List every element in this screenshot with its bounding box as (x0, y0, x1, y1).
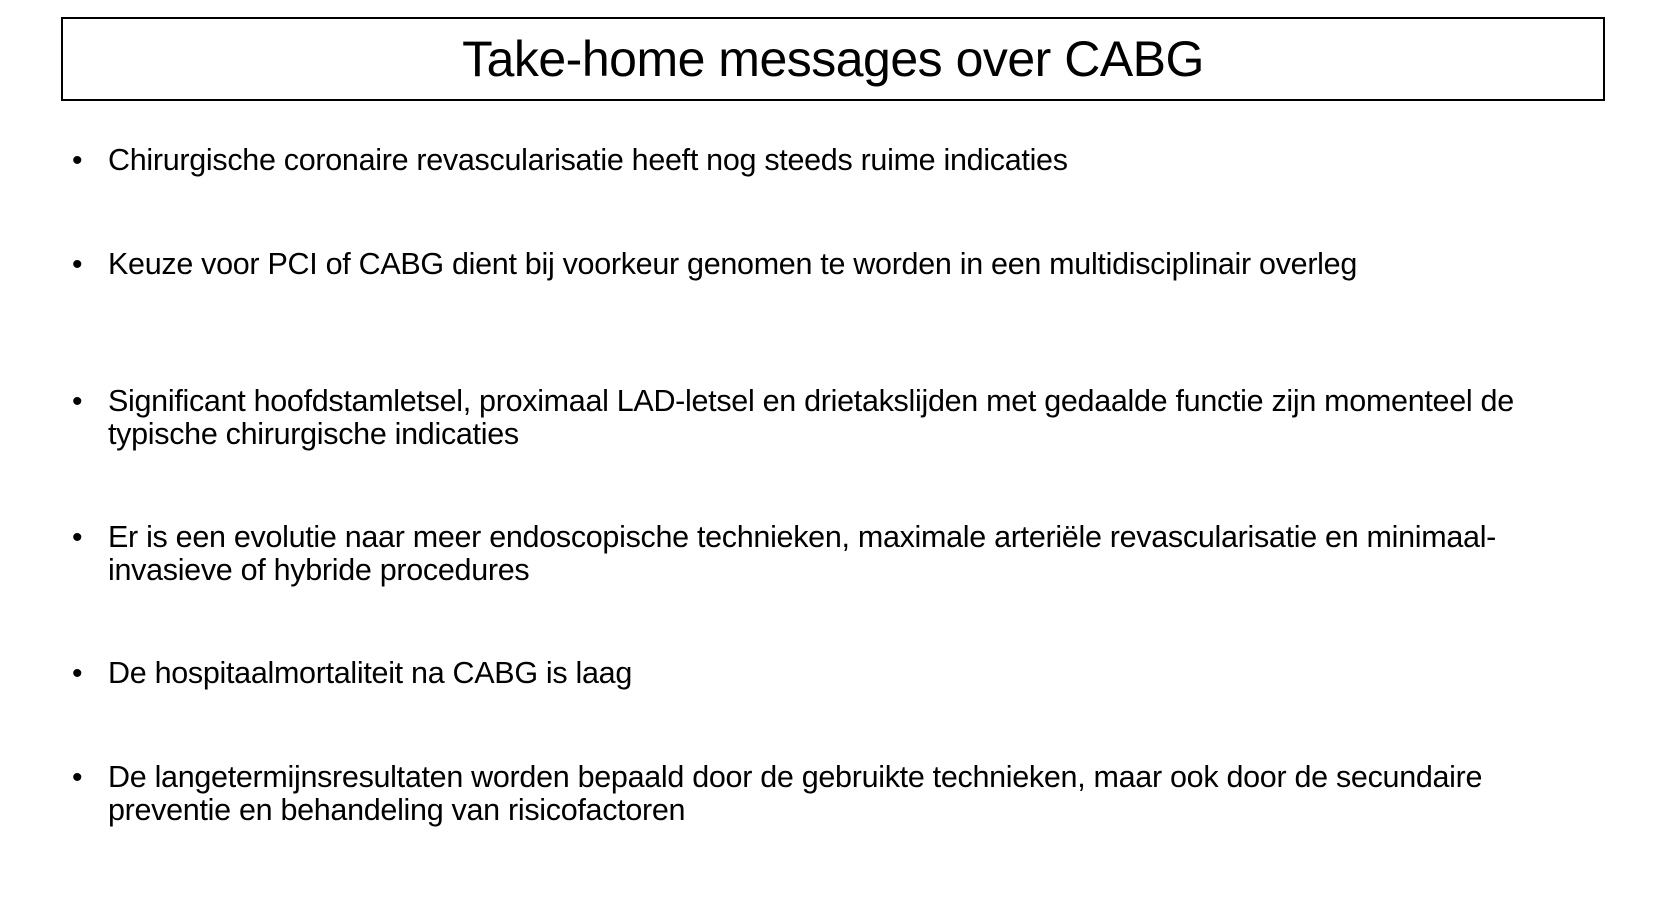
bullet-item: • Er is een evolutie naar meer endoscopi… (72, 521, 1602, 587)
bullet-item: • De langetermijnsresultaten worden bepa… (72, 761, 1602, 827)
bullet-marker: • (72, 521, 83, 554)
bullet-item: • Keuze voor PCI of CABG dient bij voork… (72, 247, 1602, 282)
bullet-text: Significant hoofdstamletsel, proximaal L… (108, 384, 1514, 451)
slide-title: Take-home messages over CABG (462, 31, 1204, 87)
bullet-text: Chirurgische coronaire revascularisatie … (108, 143, 1068, 177)
bullet-marker: • (72, 248, 83, 281)
bullet-text: De hospitaalmortaliteit na CABG is laag (108, 656, 633, 690)
bullet-item: • De hospitaalmortaliteit na CABG is laa… (72, 656, 1602, 691)
bullet-marker: • (72, 144, 83, 177)
bullet-text: Er is een evolutie naar meer endoscopisc… (108, 520, 1497, 587)
bullet-marker: • (72, 385, 83, 418)
bullet-text: Keuze voor PCI of CABG dient bij voorkeu… (108, 247, 1357, 281)
bullet-item: • Significant hoofdstamletsel, proximaal… (72, 385, 1602, 451)
bullet-marker: • (72, 761, 83, 794)
bullet-item: • Chirurgische coronaire revascularisati… (72, 143, 1602, 178)
title-box: Take-home messages over CABG (61, 17, 1605, 101)
bullet-marker: • (72, 657, 83, 690)
bullet-text: De langetermijnsresultaten worden bepaal… (108, 760, 1483, 827)
